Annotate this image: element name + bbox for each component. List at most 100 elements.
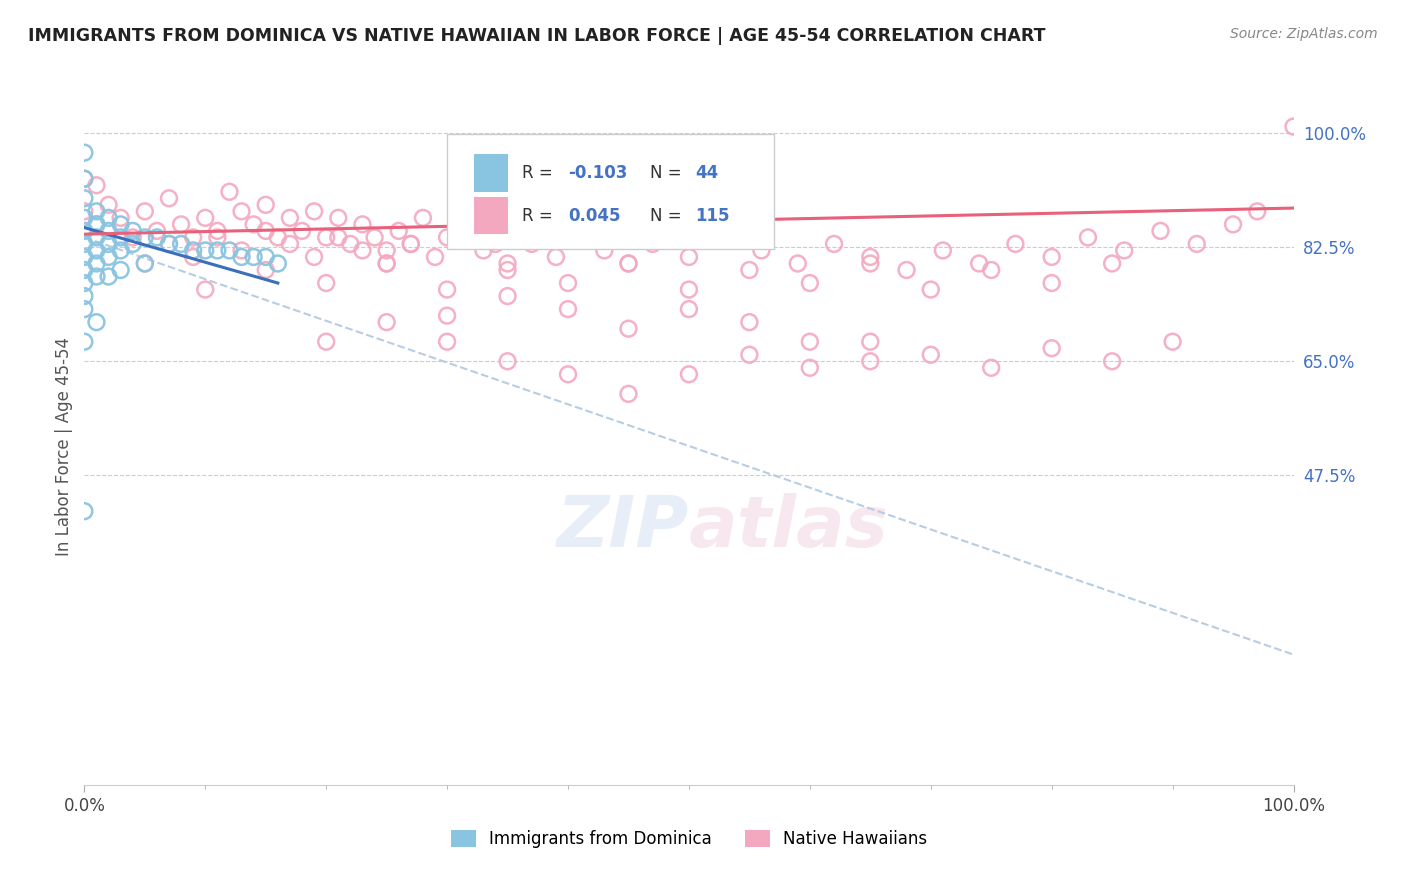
Text: 0.045: 0.045 bbox=[568, 207, 620, 225]
Point bbox=[1040, 276, 1063, 290]
Point bbox=[423, 250, 446, 264]
Point bbox=[449, 230, 471, 244]
Point bbox=[315, 230, 337, 244]
Point bbox=[412, 211, 434, 225]
Point bbox=[73, 334, 96, 349]
Point bbox=[375, 256, 398, 270]
Point bbox=[181, 244, 204, 258]
Point bbox=[363, 230, 385, 244]
Point bbox=[352, 244, 374, 258]
Point bbox=[484, 236, 506, 251]
Point bbox=[593, 244, 616, 258]
Point bbox=[738, 263, 761, 277]
Point bbox=[254, 250, 277, 264]
Point bbox=[194, 283, 217, 297]
Point bbox=[1040, 250, 1063, 264]
Text: atlas: atlas bbox=[689, 493, 889, 562]
Point bbox=[218, 185, 240, 199]
Point bbox=[920, 348, 942, 362]
Text: IMMIGRANTS FROM DOMINICA VS NATIVE HAWAIIAN IN LABOR FORCE | AGE 45-54 CORRELATI: IMMIGRANTS FROM DOMINICA VS NATIVE HAWAI… bbox=[28, 27, 1046, 45]
Point bbox=[328, 211, 350, 225]
Legend: Immigrants from Dominica, Native Hawaiians: Immigrants from Dominica, Native Hawaiia… bbox=[444, 823, 934, 855]
Point bbox=[302, 250, 325, 264]
Point bbox=[278, 211, 301, 225]
Text: R =: R = bbox=[522, 207, 558, 225]
Point bbox=[859, 256, 882, 270]
Point bbox=[399, 236, 422, 251]
Point bbox=[97, 250, 120, 264]
Point bbox=[557, 302, 579, 317]
Point bbox=[375, 315, 398, 329]
Point bbox=[134, 256, 156, 270]
Point bbox=[242, 250, 264, 264]
Point bbox=[786, 256, 808, 270]
Text: ZIP: ZIP bbox=[557, 493, 689, 562]
Point bbox=[231, 244, 253, 258]
Point bbox=[1222, 218, 1244, 232]
Point bbox=[1004, 236, 1026, 251]
Point bbox=[218, 244, 240, 258]
Point bbox=[134, 256, 156, 270]
Point bbox=[73, 224, 96, 238]
Point bbox=[799, 360, 821, 375]
Point bbox=[73, 204, 96, 219]
Point bbox=[1077, 230, 1099, 244]
Point bbox=[859, 250, 882, 264]
FancyBboxPatch shape bbox=[447, 134, 773, 250]
Point bbox=[73, 504, 96, 518]
Point bbox=[641, 236, 664, 251]
Point bbox=[678, 283, 700, 297]
Point bbox=[181, 250, 204, 264]
Point bbox=[496, 263, 519, 277]
Point bbox=[97, 236, 120, 251]
Point bbox=[315, 276, 337, 290]
Point bbox=[254, 198, 277, 212]
Point bbox=[980, 263, 1002, 277]
Point bbox=[134, 230, 156, 244]
Point bbox=[520, 236, 543, 251]
Point bbox=[315, 334, 337, 349]
Point bbox=[157, 236, 180, 251]
Point bbox=[86, 230, 108, 244]
Point bbox=[170, 218, 193, 232]
Point bbox=[714, 230, 737, 244]
Point bbox=[388, 224, 411, 238]
Point bbox=[194, 211, 217, 225]
Point bbox=[496, 354, 519, 368]
Point bbox=[617, 387, 640, 401]
Point bbox=[146, 230, 169, 244]
Point bbox=[73, 171, 96, 186]
Point bbox=[738, 315, 761, 329]
Text: -0.103: -0.103 bbox=[568, 164, 627, 182]
Point bbox=[569, 230, 592, 244]
Point bbox=[73, 191, 96, 205]
Point bbox=[267, 230, 290, 244]
Point bbox=[231, 204, 253, 219]
Text: Source: ZipAtlas.com: Source: ZipAtlas.com bbox=[1230, 27, 1378, 41]
Point bbox=[97, 269, 120, 284]
FancyBboxPatch shape bbox=[474, 197, 508, 235]
Point bbox=[157, 191, 180, 205]
Point bbox=[751, 244, 773, 258]
Point bbox=[73, 211, 96, 225]
Point bbox=[436, 334, 458, 349]
Point bbox=[496, 256, 519, 270]
FancyBboxPatch shape bbox=[474, 154, 508, 192]
Point bbox=[73, 276, 96, 290]
Point bbox=[121, 236, 143, 251]
Point bbox=[1149, 224, 1171, 238]
Point bbox=[302, 204, 325, 219]
Point bbox=[97, 224, 120, 238]
Point bbox=[436, 283, 458, 297]
Text: R =: R = bbox=[522, 164, 558, 182]
Point bbox=[980, 360, 1002, 375]
Point bbox=[73, 145, 96, 160]
Point bbox=[799, 276, 821, 290]
Point bbox=[738, 348, 761, 362]
Point bbox=[73, 289, 96, 303]
Point bbox=[859, 354, 882, 368]
Text: N =: N = bbox=[650, 207, 688, 225]
Point bbox=[110, 244, 132, 258]
Point bbox=[110, 230, 132, 244]
Text: N =: N = bbox=[650, 164, 688, 182]
